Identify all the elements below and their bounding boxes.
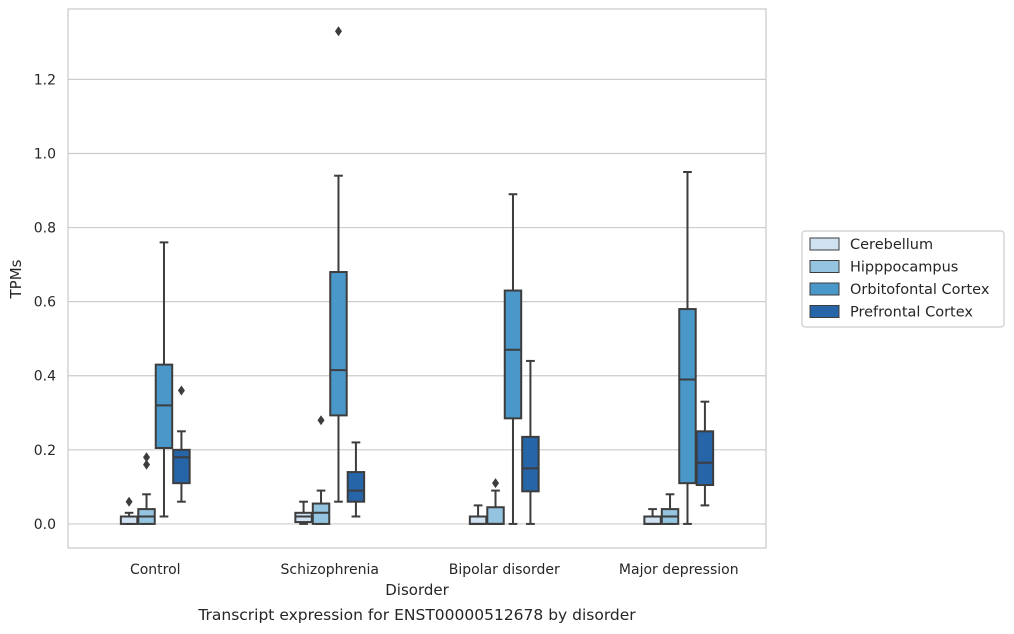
box-body bbox=[468, 515, 488, 525]
box-group bbox=[119, 241, 191, 525]
box bbox=[311, 415, 331, 525]
y-tick-label: 0.4 bbox=[34, 369, 56, 385]
box bbox=[154, 241, 174, 518]
y-axis-ticks: 0.0 0.2 0.4 0.6 0.8 1.0 1.2 bbox=[34, 72, 56, 533]
x-tick-label: Major depression bbox=[619, 562, 739, 578]
y-tick-label: 1.2 bbox=[34, 72, 56, 88]
outlier-point bbox=[317, 415, 325, 426]
box bbox=[346, 441, 366, 518]
legend-frame bbox=[801, 230, 1005, 328]
box bbox=[329, 26, 348, 503]
box bbox=[521, 359, 540, 525]
x-axis-ticks: Control Schizophrenia Bipolar disorder Majo… bbox=[130, 562, 739, 578]
box bbox=[503, 193, 523, 525]
y-tick-label: 0.6 bbox=[34, 295, 56, 311]
box-body bbox=[521, 435, 540, 493]
legend: Cerebellum Hipppocampus Orbitofontal Corte… bbox=[801, 230, 1005, 328]
legend-label: Cerebellum bbox=[850, 237, 933, 253]
box bbox=[678, 170, 697, 525]
box bbox=[468, 504, 488, 525]
y-tick-label: 0.8 bbox=[34, 221, 56, 237]
outlier-point bbox=[143, 459, 151, 470]
box-body bbox=[329, 271, 348, 417]
box bbox=[294, 500, 313, 525]
outlier-point bbox=[143, 452, 151, 463]
x-tick-label: Bipolar disorder bbox=[449, 562, 560, 578]
box bbox=[643, 508, 662, 525]
box bbox=[119, 496, 139, 525]
plot-frame bbox=[67, 8, 767, 549]
box-body bbox=[695, 430, 715, 487]
x-tick-label: Schizophrenia bbox=[281, 562, 379, 578]
box bbox=[137, 452, 156, 525]
box-body bbox=[678, 308, 697, 485]
box-body bbox=[503, 289, 523, 420]
figure-caption: Transcript expression for ENST0000051267… bbox=[198, 606, 636, 624]
y-axis-title: TPMs bbox=[7, 259, 25, 299]
legend-label: Prefrontal Cortex bbox=[850, 305, 973, 321]
box-body bbox=[346, 471, 366, 503]
y-tick-label: 1.0 bbox=[34, 146, 56, 162]
box-body bbox=[486, 506, 505, 525]
box bbox=[695, 400, 715, 507]
box-groups bbox=[119, 26, 715, 525]
box bbox=[172, 385, 191, 503]
legend-label: Orbitofontal Cortex bbox=[850, 282, 990, 298]
legend-swatch bbox=[809, 237, 840, 251]
legend-label: Hipppocampus bbox=[850, 260, 958, 276]
legend-swatch bbox=[809, 282, 840, 296]
outlier-point bbox=[334, 26, 342, 37]
box-group bbox=[643, 170, 715, 525]
y-tick-label: 0.0 bbox=[34, 517, 56, 533]
legend-swatch bbox=[809, 305, 840, 318]
x-axis-title: Disorder bbox=[385, 581, 449, 599]
box-group bbox=[294, 26, 366, 525]
outlier-point bbox=[177, 385, 185, 396]
box-body bbox=[119, 515, 139, 525]
box-group bbox=[468, 193, 540, 525]
box-body bbox=[643, 515, 662, 525]
legend-swatch bbox=[809, 260, 840, 273]
x-tick-label: Control bbox=[130, 562, 181, 578]
box-body bbox=[172, 448, 191, 485]
y-tick-label: 0.2 bbox=[34, 443, 56, 459]
box bbox=[486, 478, 505, 525]
outlier-point bbox=[125, 496, 133, 507]
outlier-point bbox=[492, 478, 500, 489]
box bbox=[660, 493, 680, 525]
